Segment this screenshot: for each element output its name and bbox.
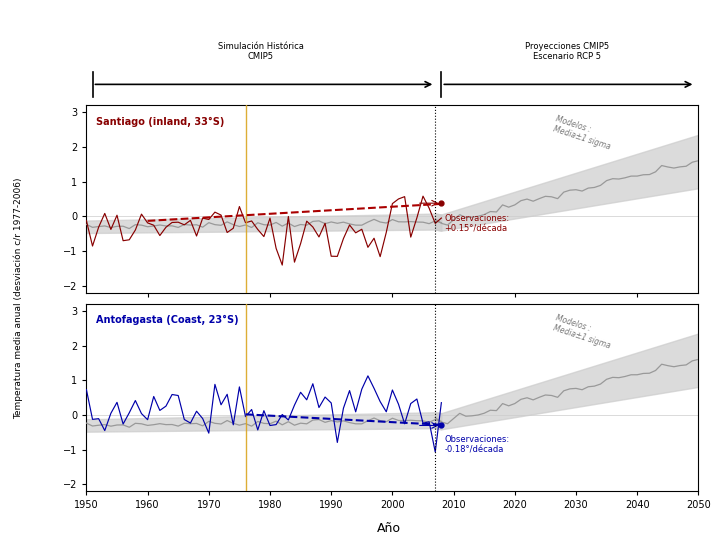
Text: Modelos :
Media±1 sigma: Modelos : Media±1 sigma [552, 114, 614, 152]
Text: Antofagasta (Coast, 23°S): Antofagasta (Coast, 23°S) [96, 315, 238, 325]
Text: Año: Año [377, 522, 401, 535]
Text: Santiago (inland, 33°S): Santiago (inland, 33°S) [96, 117, 224, 126]
Text: Nuestro clima cambiante: Chile: Nuestro clima cambiante: Chile [151, 19, 569, 43]
Text: Observaciones:
-0.18°/década: Observaciones: -0.18°/década [444, 435, 510, 455]
Text: Temperatura media anual (desviación c/r 1977-2006): Temperatura media anual (desviación c/r … [13, 178, 23, 419]
Text: Observaciones:
+0.15°/década: Observaciones: +0.15°/década [444, 214, 510, 233]
Text: Simulación Histórica
CMIP5: Simulación Histórica CMIP5 [218, 42, 304, 62]
Text: Proyecciones CMIP5
Escenario RCP 5: Proyecciones CMIP5 Escenario RCP 5 [525, 42, 609, 62]
Text: Modelos :
Media±1 sigma: Modelos : Media±1 sigma [552, 313, 614, 350]
